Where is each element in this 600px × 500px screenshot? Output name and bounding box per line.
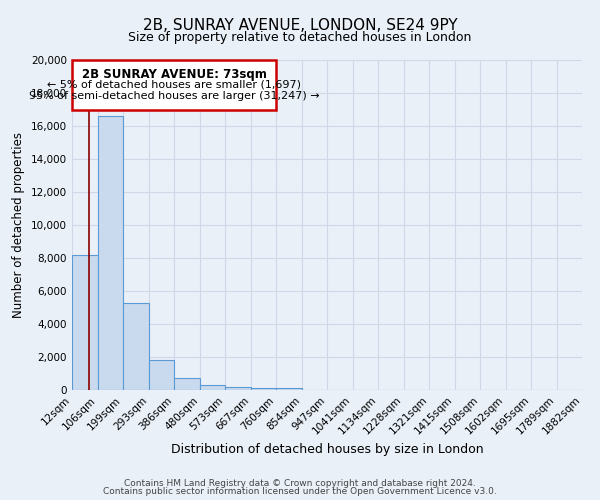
Bar: [98, 116, 123, 390]
Bar: [123, 302, 149, 390]
Text: Size of property relative to detached houses in London: Size of property relative to detached ho…: [128, 31, 472, 44]
Bar: [225, 386, 251, 390]
Bar: [200, 385, 225, 390]
Bar: [72, 60, 276, 110]
Bar: [72, 254, 98, 390]
Bar: [251, 388, 276, 390]
Text: Contains public sector information licensed under the Open Government Licence v3: Contains public sector information licen…: [103, 487, 497, 496]
Text: 2B SUNRAY AVENUE: 73sqm: 2B SUNRAY AVENUE: 73sqm: [82, 68, 266, 81]
X-axis label: Distribution of detached houses by size in London: Distribution of detached houses by size …: [170, 444, 484, 456]
Text: ← 5% of detached houses are smaller (1,697): ← 5% of detached houses are smaller (1,6…: [47, 80, 301, 90]
Bar: [149, 360, 174, 390]
Bar: [174, 378, 200, 390]
Text: 95% of semi-detached houses are larger (31,247) →: 95% of semi-detached houses are larger (…: [29, 92, 319, 102]
Y-axis label: Number of detached properties: Number of detached properties: [13, 132, 25, 318]
Bar: [276, 388, 302, 390]
Text: Contains HM Land Registry data © Crown copyright and database right 2024.: Contains HM Land Registry data © Crown c…: [124, 478, 476, 488]
Text: 2B, SUNRAY AVENUE, LONDON, SE24 9PY: 2B, SUNRAY AVENUE, LONDON, SE24 9PY: [143, 18, 457, 32]
